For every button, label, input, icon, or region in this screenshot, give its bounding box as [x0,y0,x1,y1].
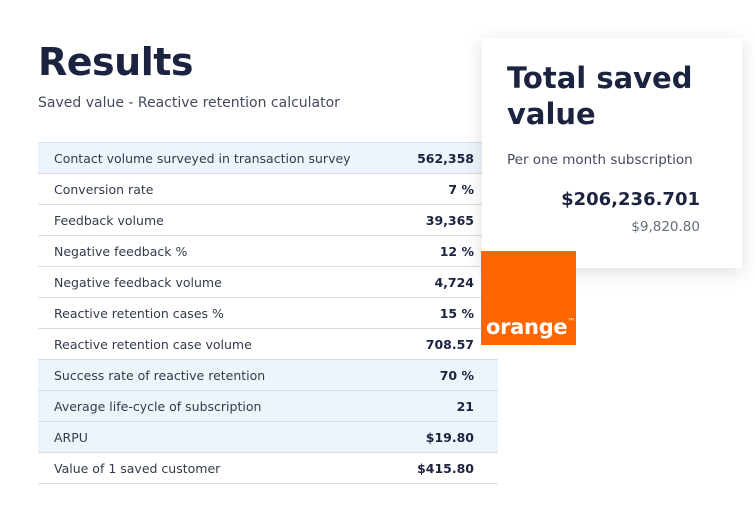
table-row: Reactive retention case volume 708.57 [38,329,498,360]
row-value: 21 [456,399,474,414]
logo: orange™ [481,251,576,345]
table-row: Negative feedback % 12 % [38,236,498,267]
table-row: Contact volume surveyed in transaction s… [38,142,498,174]
row-label: Feedback volume [54,213,164,228]
row-label: Negative feedback volume [54,275,222,290]
row-value: 4,724 [434,275,474,290]
row-value: 12 % [439,244,474,259]
table-row: Success rate of reactive retention 70 % [38,360,498,391]
row-label: Value of 1 saved customer [54,461,221,476]
trademark: ™ [567,317,576,326]
row-value: 15 % [439,306,474,321]
row-label: Reactive retention case volume [54,337,252,352]
row-label: Reactive retention cases % [54,306,224,321]
row-value: $415.80 [417,461,474,476]
total-value: $206,236.701 [561,189,700,210]
table-row: Negative feedback volume 4,724 [38,267,498,298]
row-label: Average life-cycle of subscription [54,399,262,414]
secondary-value: $9,820.80 [631,219,700,235]
subtitle: Saved value - Reactive retention calcula… [38,95,340,111]
row-label: ARPU [54,430,88,445]
row-label: Success rate of reactive retention [54,368,266,383]
row-label: Conversion rate [54,182,154,197]
table-row: Value of 1 saved customer $415.80 [38,453,498,484]
table-row: Conversion rate 7 % [38,174,498,205]
row-label: Contact volume surveyed in transaction s… [54,151,351,166]
table-row: Feedback volume 39,365 [38,205,498,236]
summary-card: Total saved value Per one month subscrip… [482,38,742,268]
results-table: Contact volume surveyed in transaction s… [38,142,498,484]
row-value: $19.80 [425,430,474,445]
row-value: 39,365 [425,213,474,228]
row-value: 7 % [448,182,474,197]
logo-word: orange [486,315,568,339]
row-label: Negative feedback % [54,244,188,259]
row-value: 70 % [439,368,474,383]
row-value: 562,358 [417,151,474,166]
table-row: Average life-cycle of subscription 21 [38,391,498,422]
title: Results [38,40,194,84]
logo-text: orange™ [486,315,575,339]
table-row: ARPU $19.80 [38,422,498,453]
row-value: 708.57 [425,337,474,352]
card-title: Total saved value [507,61,693,131]
table-row: Reactive retention cases % 15 % [38,298,498,329]
card-subtitle: Per one month subscription [507,152,693,168]
